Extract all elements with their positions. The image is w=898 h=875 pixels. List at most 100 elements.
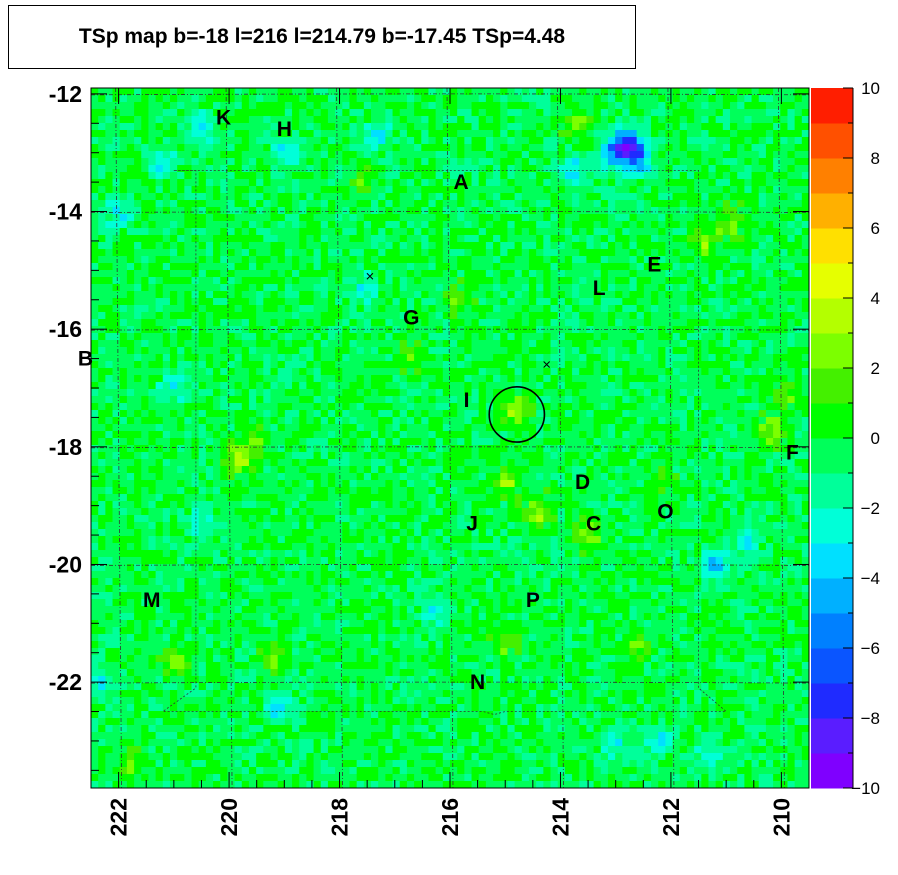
heatmap-cell (478, 417, 487, 425)
heatmap-cell (722, 347, 731, 355)
heatmap-cell (112, 270, 121, 278)
heatmap-cell (737, 403, 745, 411)
heatmap-cell (263, 368, 272, 376)
heatmap-cell (349, 305, 358, 313)
heatmap-cell (615, 172, 623, 180)
heatmap-cell (141, 200, 150, 208)
heatmap-cell (342, 109, 351, 117)
heatmap-cell (356, 277, 365, 285)
heatmap-cell (392, 368, 401, 376)
heatmap-cell (292, 158, 300, 166)
heatmap-cell (349, 158, 358, 166)
heatmap-cell (485, 270, 494, 278)
heatmap-cell (780, 424, 789, 432)
heatmap-cell (500, 207, 509, 215)
heatmap-cell (636, 193, 645, 201)
heatmap-cell (342, 312, 351, 320)
heatmap-cell (686, 130, 695, 138)
heatmap-cell (342, 151, 351, 159)
heatmap-cell (600, 109, 609, 117)
heatmap-cell (658, 263, 666, 271)
heatmap-cell (241, 221, 250, 229)
heatmap-cell (399, 151, 408, 159)
heatmap-cell (399, 242, 408, 250)
heatmap-cell (205, 95, 214, 103)
heatmap-cell (335, 291, 343, 299)
heatmap-cell (722, 151, 731, 159)
heatmap-cell (730, 200, 738, 208)
heatmap-cell (722, 214, 731, 222)
heatmap-cell (615, 319, 623, 327)
heatmap-cell (715, 228, 724, 236)
heatmap-cell (507, 221, 516, 229)
heatmap-cell (371, 319, 379, 327)
heatmap-cell (787, 144, 796, 152)
heatmap-cell (550, 284, 559, 292)
heatmap-cell (169, 151, 178, 159)
heatmap-cell (320, 172, 329, 180)
heatmap-cell (794, 417, 803, 425)
heatmap-cell (414, 137, 422, 145)
heatmap-cell (794, 144, 803, 152)
heatmap-cell (572, 179, 580, 187)
heatmap-cell (593, 95, 602, 103)
heatmap-cell (686, 228, 695, 236)
heatmap-cell (622, 284, 631, 292)
heatmap-cell (737, 116, 745, 124)
heatmap-cell (586, 109, 595, 117)
heatmap-cell (629, 305, 638, 313)
heatmap-cell (457, 361, 465, 369)
heatmap-cell (528, 312, 537, 320)
heatmap-cell (299, 158, 307, 166)
heatmap-cell (615, 228, 623, 236)
heatmap-cell (213, 88, 221, 96)
heatmap-cell (327, 144, 336, 152)
heatmap-cell (421, 361, 430, 369)
heatmap-cell (694, 235, 702, 243)
heatmap-cell (665, 375, 674, 383)
heatmap-cell (169, 123, 178, 131)
heatmap-cell (464, 319, 473, 327)
heatmap-cell (471, 193, 480, 201)
heatmap-cell (349, 326, 358, 334)
heatmap-cell (550, 116, 559, 124)
heatmap-cell (557, 228, 566, 236)
heatmap-cell (457, 382, 465, 390)
heatmap-cell (327, 200, 336, 208)
heatmap-cell (134, 193, 142, 201)
heatmap-cell (306, 214, 315, 222)
heatmap-cell (478, 242, 487, 250)
heatmap-cell (471, 284, 480, 292)
heatmap-cell (141, 375, 150, 383)
heatmap-cell (169, 235, 178, 243)
heatmap-cell (600, 116, 609, 124)
heatmap-cell (284, 424, 293, 432)
heatmap-cell (600, 424, 609, 432)
heatmap-cell (371, 249, 379, 257)
heatmap-cell (500, 123, 509, 131)
heatmap-cell (528, 179, 537, 187)
heatmap-cell (493, 270, 501, 278)
heatmap-cell (586, 431, 595, 439)
heatmap-cell (256, 116, 264, 124)
heatmap-cell (320, 305, 329, 313)
heatmap-cell (155, 214, 164, 222)
heatmap-cell (471, 319, 480, 327)
heatmap-cell (105, 109, 114, 117)
heatmap-cell (155, 123, 164, 131)
heatmap-cell (758, 221, 767, 229)
heatmap-cell (794, 256, 803, 264)
heatmap-cell (392, 263, 401, 271)
heatmap-cell (435, 102, 444, 110)
heatmap-cell (572, 410, 580, 418)
heatmap-cell (277, 228, 286, 236)
heatmap-cell (694, 417, 702, 425)
heatmap-cell (701, 144, 710, 152)
heatmap-cell (356, 354, 365, 362)
heatmap-cell (371, 137, 379, 145)
heatmap-cell (299, 207, 307, 215)
heatmap-cell (119, 137, 128, 145)
heatmap-cell (234, 270, 243, 278)
heatmap-cell (471, 179, 480, 187)
heatmap-cell (198, 235, 207, 243)
